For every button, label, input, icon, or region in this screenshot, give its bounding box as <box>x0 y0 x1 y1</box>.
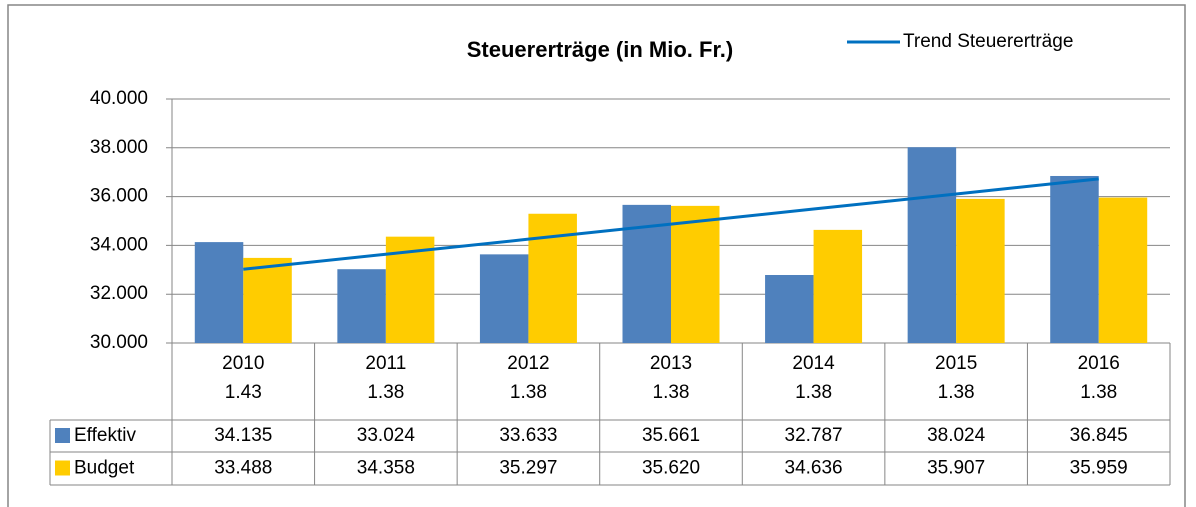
trend-line <box>243 177 1099 271</box>
x-tick-sublabel: 1.38 <box>653 382 690 403</box>
x-tick-label: 2014 <box>792 353 835 374</box>
x-tick-label: 2016 <box>1078 353 1120 374</box>
data-table-cell: 38.024 <box>927 425 986 446</box>
x-tick-sublabel: 1.38 <box>795 382 832 403</box>
y-tick-label: 38.000 <box>90 137 148 158</box>
bar <box>813 229 863 343</box>
x-tick-label: 2015 <box>935 353 977 374</box>
data-table-cell: 34.135 <box>214 425 272 446</box>
bar <box>765 274 814 343</box>
bar <box>479 254 529 343</box>
data-table-cell: 36.845 <box>1070 425 1128 446</box>
y-tick-label: 30.000 <box>90 332 148 353</box>
x-tick-label: 2013 <box>650 353 692 374</box>
data-table-cell: 35.907 <box>927 458 985 479</box>
y-tick-label: 34.000 <box>90 234 148 255</box>
bar <box>956 198 1005 343</box>
bar <box>907 147 957 343</box>
x-tick-label: 2010 <box>222 353 264 374</box>
bar <box>194 242 244 343</box>
data-table-cell: 35.620 <box>642 458 700 479</box>
x-tick-sublabel: 1.43 <box>225 382 262 403</box>
chart-frame <box>7 4 1186 507</box>
bar <box>1098 197 1148 343</box>
y-tick-label: 36.000 <box>90 186 148 207</box>
bar <box>528 213 577 343</box>
y-tick-label: 32.000 <box>90 283 148 304</box>
data-table-cell: 33.488 <box>214 458 272 479</box>
y-tick-label: 40.000 <box>90 88 148 109</box>
data-table-cell: 33.633 <box>499 425 557 446</box>
chart-title: Steuererträge (in Mio. Fr.) <box>467 37 734 62</box>
x-tick-label: 2011 <box>365 353 406 374</box>
x-tick-sublabel: 1.38 <box>510 382 547 403</box>
data-table-cell: 35.959 <box>1070 458 1128 479</box>
x-tick-sublabel: 1.38 <box>938 382 975 403</box>
data-table-cell: 34.358 <box>357 458 415 479</box>
data-table-cell: 33.024 <box>357 425 416 446</box>
bar <box>1050 175 1099 343</box>
x-tick-sublabel: 1.38 <box>367 382 404 403</box>
data-table-cell: 32.787 <box>785 425 843 446</box>
legend-label: Effektiv <box>74 425 136 446</box>
data-table-cell: 34.636 <box>785 458 843 479</box>
bar <box>337 269 386 343</box>
x-tick-sublabel: 1.38 <box>1080 382 1117 403</box>
bar <box>671 205 720 343</box>
legend-key <box>55 460 70 476</box>
legend-key <box>55 428 70 443</box>
legend-label: Trend Steuererträge <box>903 31 1073 52</box>
bar <box>243 257 292 343</box>
data-table-cell: 35.297 <box>499 458 557 479</box>
legend-label: Budget <box>74 458 135 479</box>
data-table-cell: 35.661 <box>642 425 700 446</box>
x-tick-label: 2012 <box>507 353 549 374</box>
